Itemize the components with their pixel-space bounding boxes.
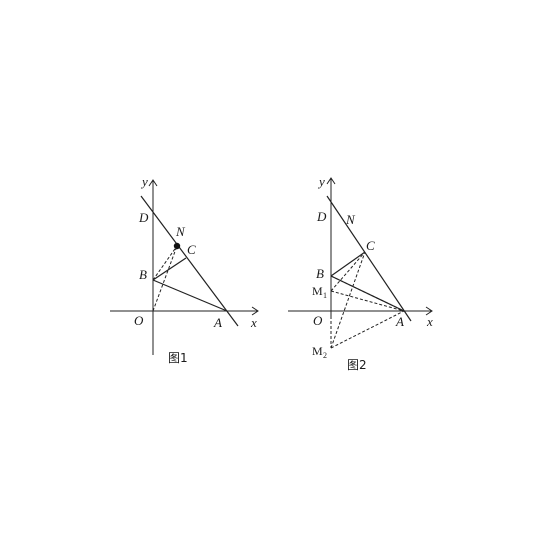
fig2-label-o: O (313, 313, 323, 328)
fig2-label-m1-sub: 1 (323, 291, 327, 300)
fig1-point-n (173, 242, 181, 250)
fig1-dash-on (152, 245, 178, 312)
fig2-dash-ba (330, 275, 405, 312)
fig2-x-arrow (425, 306, 433, 316)
fig1-y-arrow (148, 179, 158, 187)
fig1-segment-bc (152, 257, 187, 281)
fig1-x-arrow (251, 306, 259, 316)
fig2-label-y: y (317, 174, 325, 189)
fig2-dash-m1a (330, 290, 405, 312)
fig2-dash-m2a (330, 310, 405, 349)
fig2-segment-bc (330, 251, 366, 277)
fig1-caption: 图1 (168, 351, 188, 365)
figure-1: y x O A B C D N 图1 (110, 174, 259, 365)
fig1-label-a: A (213, 315, 222, 330)
fig2-caption: 图2 (347, 358, 367, 372)
fig1-dash-bn (152, 245, 178, 281)
fig1-line-da (140, 195, 239, 327)
fig1-label-y: y (140, 174, 148, 189)
fig2-label-m1: M (312, 284, 323, 298)
fig2-y-arrow (326, 177, 336, 185)
fig1-label-b: B (139, 267, 147, 282)
fig2-label-a: A (395, 314, 404, 329)
fig2-label-n: N (345, 212, 356, 227)
figure-2: y x O A B C D N M 1 M 2 图2 (288, 174, 433, 372)
fig2-dash-m1c (330, 251, 366, 292)
fig2-label-c: C (366, 238, 375, 253)
fig1-label-d: D (138, 210, 149, 225)
fig1-label-o: O (134, 313, 144, 328)
fig2-dash-m2c (330, 251, 366, 349)
fig2-label-m2: M (312, 344, 323, 358)
fig2-label-x: x (426, 314, 433, 329)
fig1-segment-ba (152, 279, 228, 312)
fig2-line-da (326, 195, 412, 322)
fig2-label-d: D (316, 209, 327, 224)
fig1-label-c: C (187, 242, 196, 257)
fig1-label-n: N (175, 224, 186, 239)
fig2-label-b: B (316, 266, 324, 281)
fig1-label-x: x (250, 315, 257, 330)
fig2-label-m2-sub: 2 (323, 351, 327, 360)
